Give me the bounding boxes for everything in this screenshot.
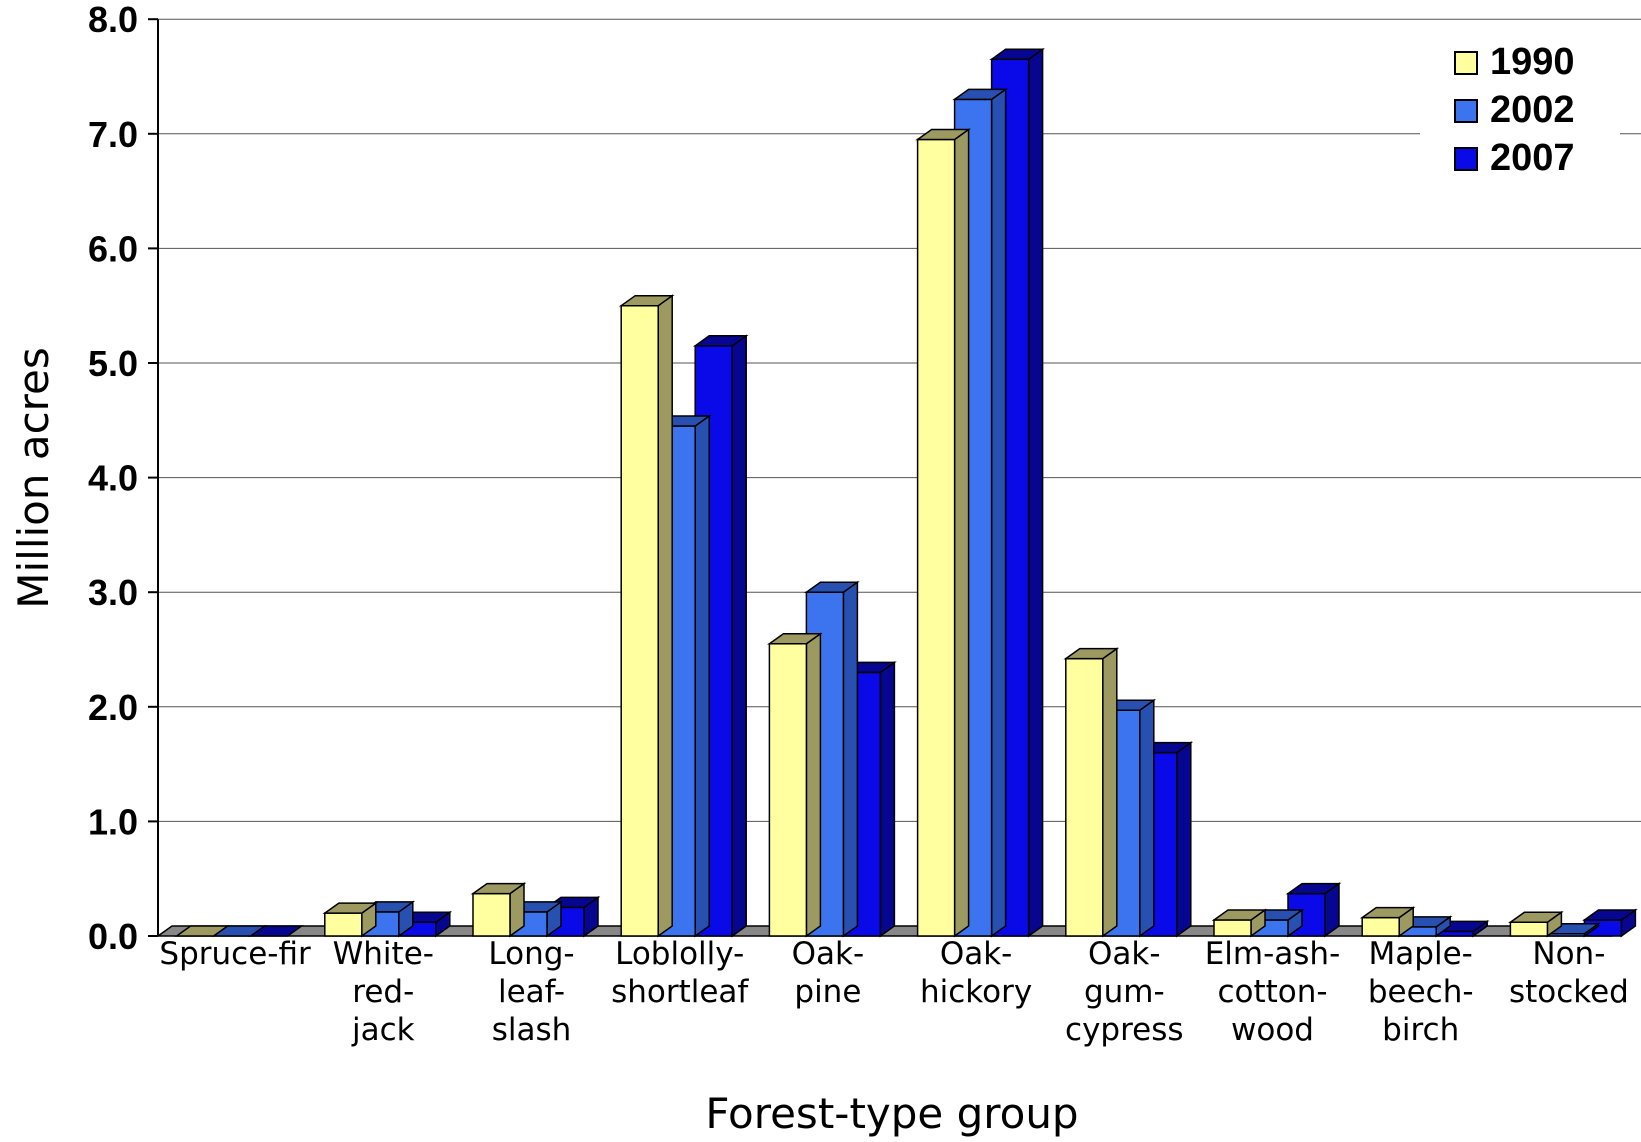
y-axis-title: Million acres: [9, 347, 58, 608]
bar: [325, 903, 376, 936]
bar-side: [732, 336, 746, 936]
bar-side: [955, 130, 969, 936]
bar-front: [325, 913, 362, 936]
bar: [621, 296, 672, 936]
y-axis: 0.0 1.0 2.0 3.0 4.0 5.0 6.0 7.0 8.0: [88, 0, 158, 957]
bar-side: [806, 634, 820, 936]
bar-front: [918, 140, 955, 936]
bar: [1066, 649, 1117, 936]
bar: [769, 634, 820, 936]
bar-side: [1029, 49, 1043, 936]
x-tick-label: jack: [351, 1012, 415, 1048]
y-tick-label: 5.0: [88, 343, 138, 384]
legend-label: 2007: [1490, 137, 1575, 179]
x-tick-label: wood: [1231, 1012, 1314, 1048]
bar: [918, 130, 969, 936]
legend: 1990 2002 2007: [1420, 38, 1620, 194]
y-tick-label: 0.0: [88, 916, 138, 957]
x-tick-label: red-: [352, 974, 414, 1010]
bars: [177, 49, 1636, 936]
x-tick-label: shortleaf: [611, 974, 749, 1010]
x-tick-label: hickory: [920, 974, 1032, 1010]
x-axis: Spruce-fir White-red-jack Long-leaf-slash L…: [159, 936, 1628, 1048]
y-tick-label: 3.0: [88, 572, 138, 613]
y-tick-label: 4.0: [88, 458, 138, 499]
gridlines: [158, 19, 1641, 821]
x-tick-label: pine: [794, 974, 861, 1010]
bar-front: [1510, 922, 1547, 936]
y-tick-label: 1.0: [88, 801, 138, 842]
bar-front: [473, 894, 510, 936]
x-tick-label: Oak-: [792, 936, 865, 972]
x-tick-label: Non-: [1532, 936, 1605, 972]
x-tick-label: Loblolly-: [615, 936, 744, 972]
bar-side: [843, 582, 857, 936]
bar-front: [1066, 659, 1103, 936]
y-tick-label: 2.0: [88, 687, 138, 728]
legend-label: 2002: [1490, 89, 1575, 131]
legend-swatch: [1455, 100, 1477, 122]
bar-side: [1177, 743, 1191, 936]
bar-front: [621, 306, 658, 936]
bar-side: [1103, 649, 1117, 936]
bar-side: [880, 662, 894, 936]
x-axis-title: Forest-type group: [705, 1089, 1078, 1138]
x-tick-label: Oak-: [1088, 936, 1161, 972]
x-tick-label: Spruce-fir: [159, 936, 311, 972]
bar-side: [695, 416, 709, 936]
y-tick-label: 7.0: [88, 114, 138, 155]
bar-front: [769, 644, 806, 936]
x-tick-label: White-: [333, 936, 434, 972]
legend-swatch: [1455, 148, 1477, 170]
x-tick-label: cypress: [1065, 1012, 1184, 1048]
bar-front: [1214, 920, 1251, 936]
bar-side: [658, 296, 672, 936]
bar: [473, 884, 524, 936]
bar-front: [1362, 918, 1399, 936]
x-tick-label: beech-: [1368, 974, 1474, 1010]
x-tick-label: Long-: [488, 936, 574, 972]
legend-swatch: [1455, 52, 1477, 74]
bar-side: [1140, 700, 1154, 936]
legend-label: 1990: [1490, 41, 1575, 83]
x-tick-label: leaf-: [498, 974, 565, 1010]
bar-side: [992, 89, 1006, 936]
x-tick-label: Elm-ash-: [1205, 936, 1341, 972]
x-tick-label: slash: [492, 1012, 572, 1048]
x-tick-label: Maple-: [1369, 936, 1473, 972]
bar: [1362, 908, 1413, 936]
y-tick-label: 8.0: [88, 0, 138, 40]
x-tick-label: birch: [1382, 1012, 1459, 1048]
x-tick-label: gum-: [1084, 974, 1165, 1010]
y-tick-label: 6.0: [88, 228, 138, 269]
x-tick-label: cotton-: [1217, 974, 1327, 1010]
x-tick-label: Oak-: [940, 936, 1013, 972]
bar: [1214, 910, 1265, 936]
x-tick-label: stocked: [1509, 974, 1629, 1010]
